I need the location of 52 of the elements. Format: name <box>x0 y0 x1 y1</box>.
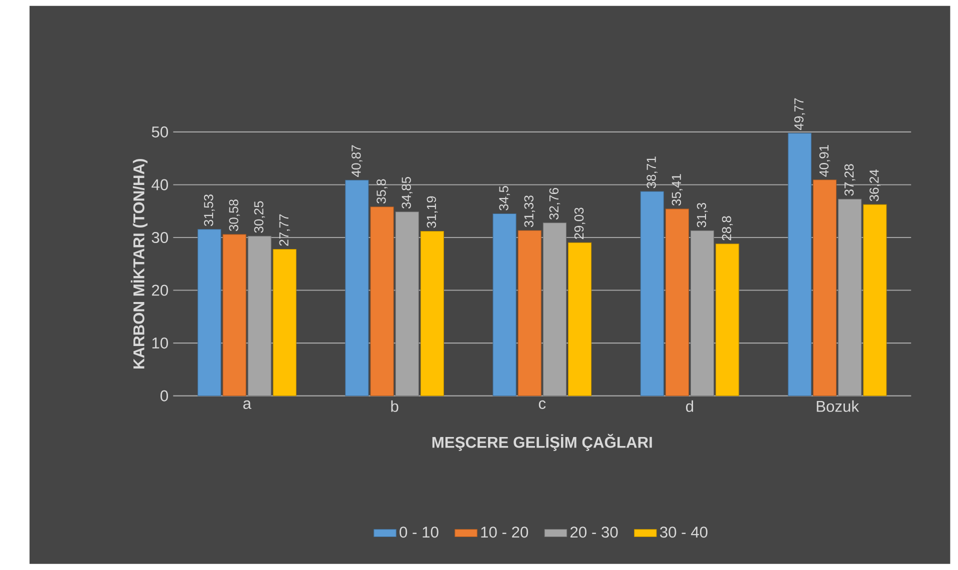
bar <box>640 191 664 396</box>
bar <box>492 214 516 396</box>
y-axis-title: KARBON MİKTARI (TON/HA) <box>130 159 148 369</box>
bar <box>222 234 246 396</box>
x-tick-label: Bozuk <box>816 400 860 412</box>
bar <box>345 180 369 396</box>
y-tick-label: 40 <box>152 179 168 190</box>
legend-label: 30 - 40 <box>660 526 708 538</box>
x-tick-label: d <box>686 400 694 412</box>
data-label: 27,77 <box>279 214 290 246</box>
x-tick-label: b <box>391 400 398 412</box>
legend-label: 20 - 30 <box>570 526 618 538</box>
x-axis-title: MEŞCERE GELİŞİM ÇAĞLARI <box>432 434 652 452</box>
data-label: 40,91 <box>819 145 830 177</box>
data-label: 29,03 <box>574 208 586 240</box>
data-label: 31,19 <box>426 196 438 228</box>
data-label: 32,76 <box>549 188 560 220</box>
data-label: 37,28 <box>844 164 856 196</box>
y-tick-label: 10 <box>152 338 168 349</box>
bar <box>198 229 222 396</box>
data-label: 34,5 <box>499 186 510 210</box>
bar <box>568 242 592 396</box>
data-label: 49,77 <box>794 98 806 130</box>
data-label: 31,3 <box>696 203 708 228</box>
bar <box>716 244 740 396</box>
data-label: 36,24 <box>870 170 880 202</box>
bar <box>863 204 887 396</box>
data-label: 35,8 <box>376 179 388 204</box>
data-label: 38,71 <box>646 156 658 188</box>
data-label: 31,33 <box>524 196 535 228</box>
data-label: 30,25 <box>254 201 265 233</box>
legend-label: 10 - 20 <box>481 526 528 538</box>
bar <box>788 133 812 396</box>
y-tick-label: 0 <box>160 390 168 402</box>
bar <box>665 208 689 396</box>
x-tick-label: c <box>538 400 546 410</box>
bar <box>518 230 542 396</box>
y-tick-label: 50 <box>152 126 168 138</box>
data-label: 30,58 <box>229 200 240 232</box>
data-label: 34,85 <box>402 177 413 209</box>
data-label: 28,8 <box>722 216 733 240</box>
data-label: 31,53 <box>204 194 215 226</box>
bar <box>812 180 837 396</box>
legend-label: 0 - 10 <box>400 526 438 538</box>
bar <box>272 249 296 396</box>
y-tick-label: 30 <box>152 232 168 244</box>
bar <box>370 206 394 396</box>
data-label: 35,41 <box>672 174 683 206</box>
x-tick-label: a <box>243 400 252 410</box>
y-tick-label: 20 <box>152 284 168 296</box>
bar <box>420 231 444 396</box>
data-label: 40,87 <box>352 145 362 178</box>
